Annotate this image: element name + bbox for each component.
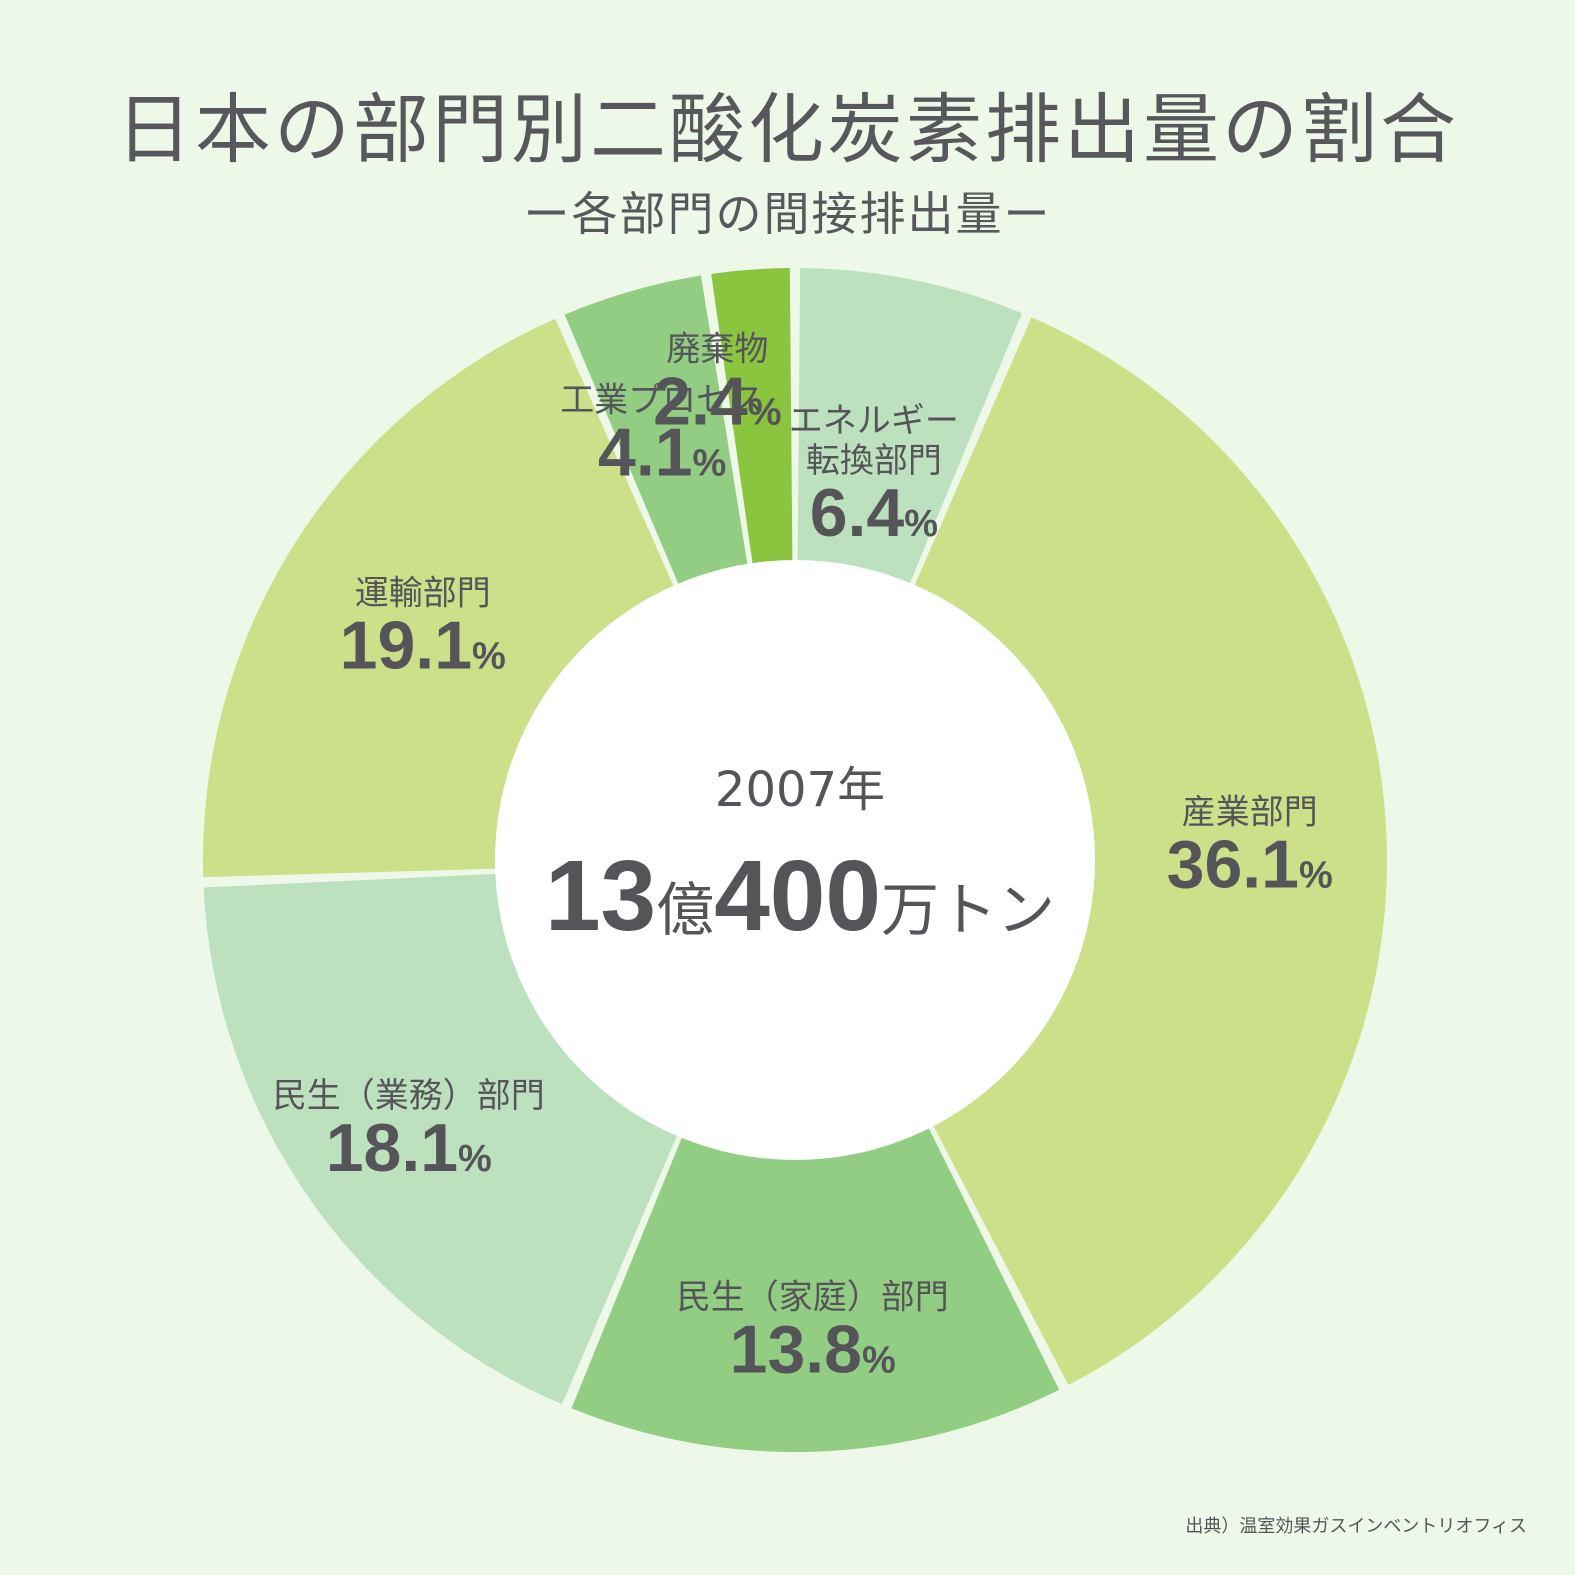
center-total-num1: 13 <box>545 840 656 952</box>
slice-label-3-0: 民生（業務）部門 <box>273 1076 545 1116</box>
slice-4 <box>203 318 682 878</box>
center-year: 2007年 <box>715 762 885 818</box>
slice-value-6: 2.4% <box>653 363 781 439</box>
slice-value-4: 19.1% <box>340 607 506 683</box>
slice-value-2: 13.8% <box>730 1312 896 1388</box>
center-total: 2007年 13億400万トン <box>545 762 1055 952</box>
slice-0 <box>797 268 1022 602</box>
source-note: 出典）温室効果ガスインベントリオフィス <box>1185 1516 1527 1537</box>
slice-label-6-0: 廃棄物 <box>666 329 768 369</box>
slice-2 <box>571 1110 1060 1453</box>
slice-value-3: 18.1% <box>326 1110 492 1186</box>
center-total-unit1: 億 <box>656 878 714 943</box>
slice-value-5: 4.1% <box>598 414 726 490</box>
slice-label-1-0: 産業部門 <box>1182 792 1318 832</box>
slice-label-2-0: 民生（家庭）部門 <box>677 1278 949 1318</box>
slice-value-1: 36.1% <box>1167 826 1333 902</box>
center-total-num2: 400 <box>714 840 881 952</box>
slice-value-0: 6.4% <box>810 475 938 551</box>
slice-6 <box>711 268 793 583</box>
center-total-unit2: 万トン <box>881 878 1055 943</box>
chart-title: 日本の部門別二酸化炭素排出量の割合 <box>116 85 1459 174</box>
slice-label-5-0: 工業プロセス <box>560 380 764 420</box>
center-total-text: 13億400万トン <box>545 840 1055 952</box>
slice-1 <box>906 317 1388 1386</box>
slice-5 <box>564 275 751 603</box>
chart-subtitle: ー各部門の間接排出量ー <box>523 187 1052 241</box>
slice-label-0-0: エネルギー <box>789 401 959 441</box>
donut-hole <box>495 560 1095 1160</box>
slice-label-4-0: 運輸部門 <box>355 573 491 613</box>
slice-label-0-1: 転換部門 <box>806 441 942 481</box>
slices-group <box>203 268 1388 1453</box>
slice-3 <box>203 872 685 1405</box>
